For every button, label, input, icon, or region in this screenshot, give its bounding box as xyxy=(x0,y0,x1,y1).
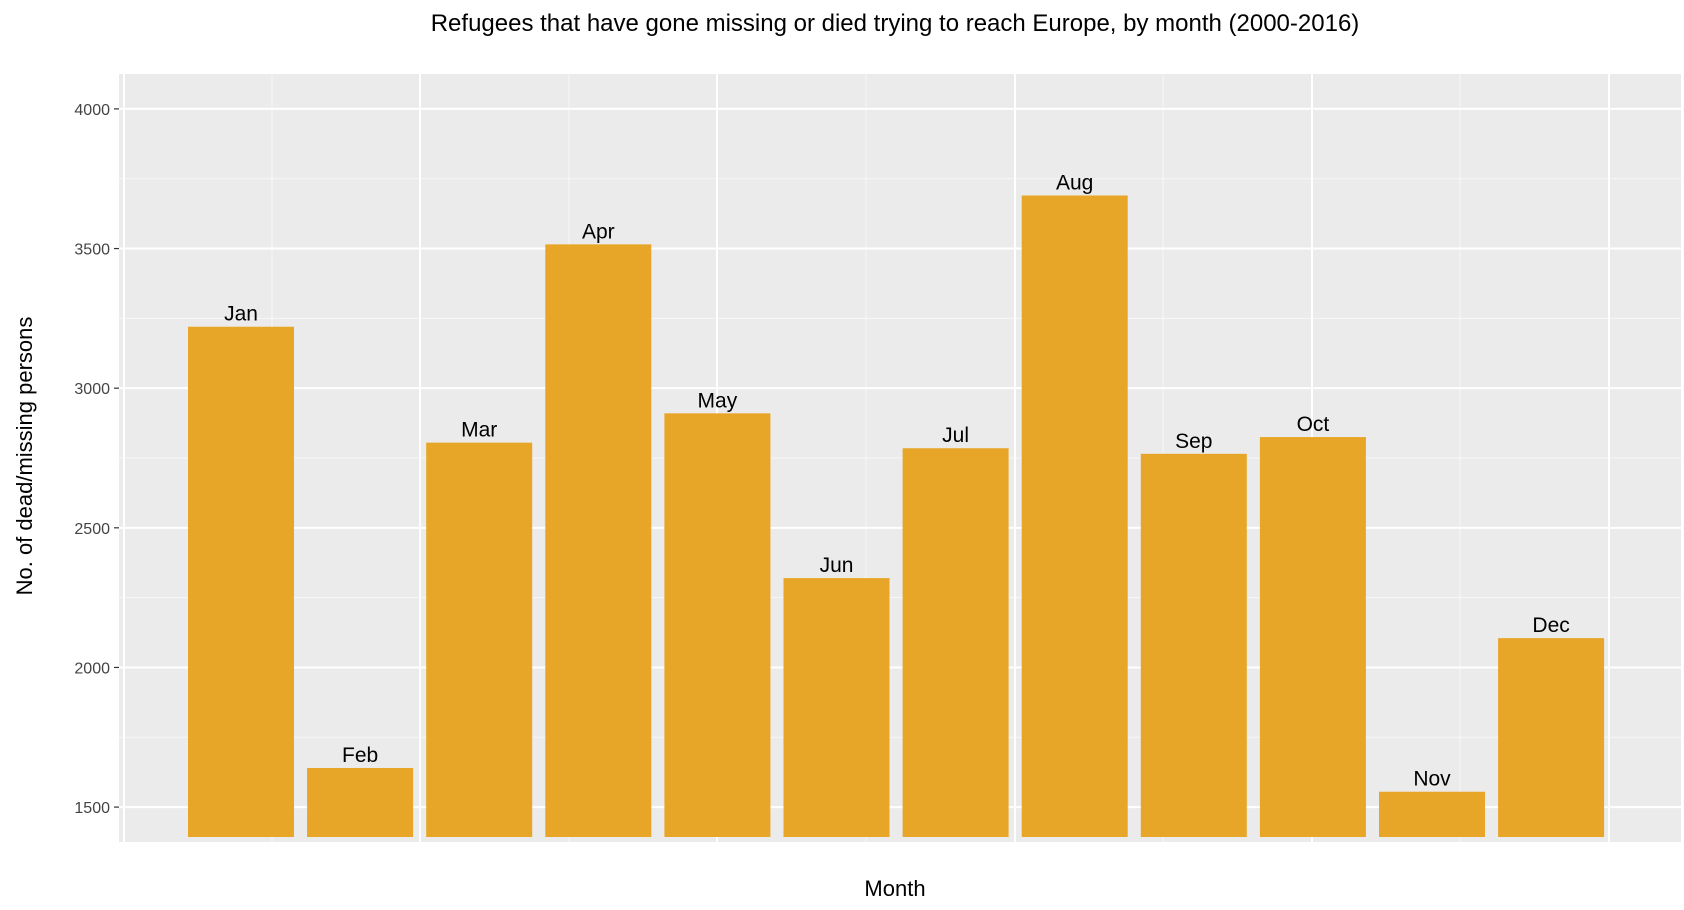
chart-title: Refugees that have gone missing or died … xyxy=(431,10,1360,37)
y-tick-label: 3500 xyxy=(74,242,110,259)
y-tick-label: 2000 xyxy=(74,660,110,677)
bar-jul xyxy=(902,448,1009,837)
bar-label-jan: Jan xyxy=(224,303,258,326)
bar-dec xyxy=(1498,638,1605,837)
bar-label-aug: Aug xyxy=(1056,171,1093,194)
y-tick-label: 3000 xyxy=(74,381,110,398)
bar-label-dec: Dec xyxy=(1532,614,1569,637)
bar-label-jul: Jul xyxy=(942,424,969,447)
bar-feb xyxy=(307,767,414,837)
bar-apr xyxy=(545,244,652,837)
bar-label-feb: Feb xyxy=(342,744,378,767)
y-tick-label: 2500 xyxy=(74,521,110,538)
bar-label-nov: Nov xyxy=(1413,768,1451,791)
y-axis: 1500 2000 2500 3000 3500 4000 xyxy=(74,102,119,817)
y-tick-label: 4000 xyxy=(74,102,110,119)
bar-oct xyxy=(1259,437,1366,837)
bar-label-sep: Sep xyxy=(1175,430,1212,453)
bar-aug xyxy=(1021,195,1128,837)
bar-sep xyxy=(1140,453,1247,837)
bar-jan xyxy=(188,326,294,837)
bar-jun xyxy=(783,578,890,837)
y-tick-label: 1500 xyxy=(74,800,110,817)
bars xyxy=(188,195,1605,837)
bar-may xyxy=(664,413,771,837)
bar-label-apr: Apr xyxy=(582,220,615,243)
bar-nov xyxy=(1379,791,1485,837)
y-axis-title: No. of dead/missing persons xyxy=(12,317,37,596)
bar-label-may: May xyxy=(698,389,738,412)
bar-label-oct: Oct xyxy=(1297,413,1330,436)
bar-mar xyxy=(426,442,533,837)
x-axis-title: Month xyxy=(864,876,925,901)
bar-labels: Jan Feb Mar Apr May Jun Jul Aug Sep Oct Nov Dec xyxy=(224,171,1570,790)
bar-label-mar: Mar xyxy=(461,419,497,442)
bar-label-jun: Jun xyxy=(820,554,854,577)
